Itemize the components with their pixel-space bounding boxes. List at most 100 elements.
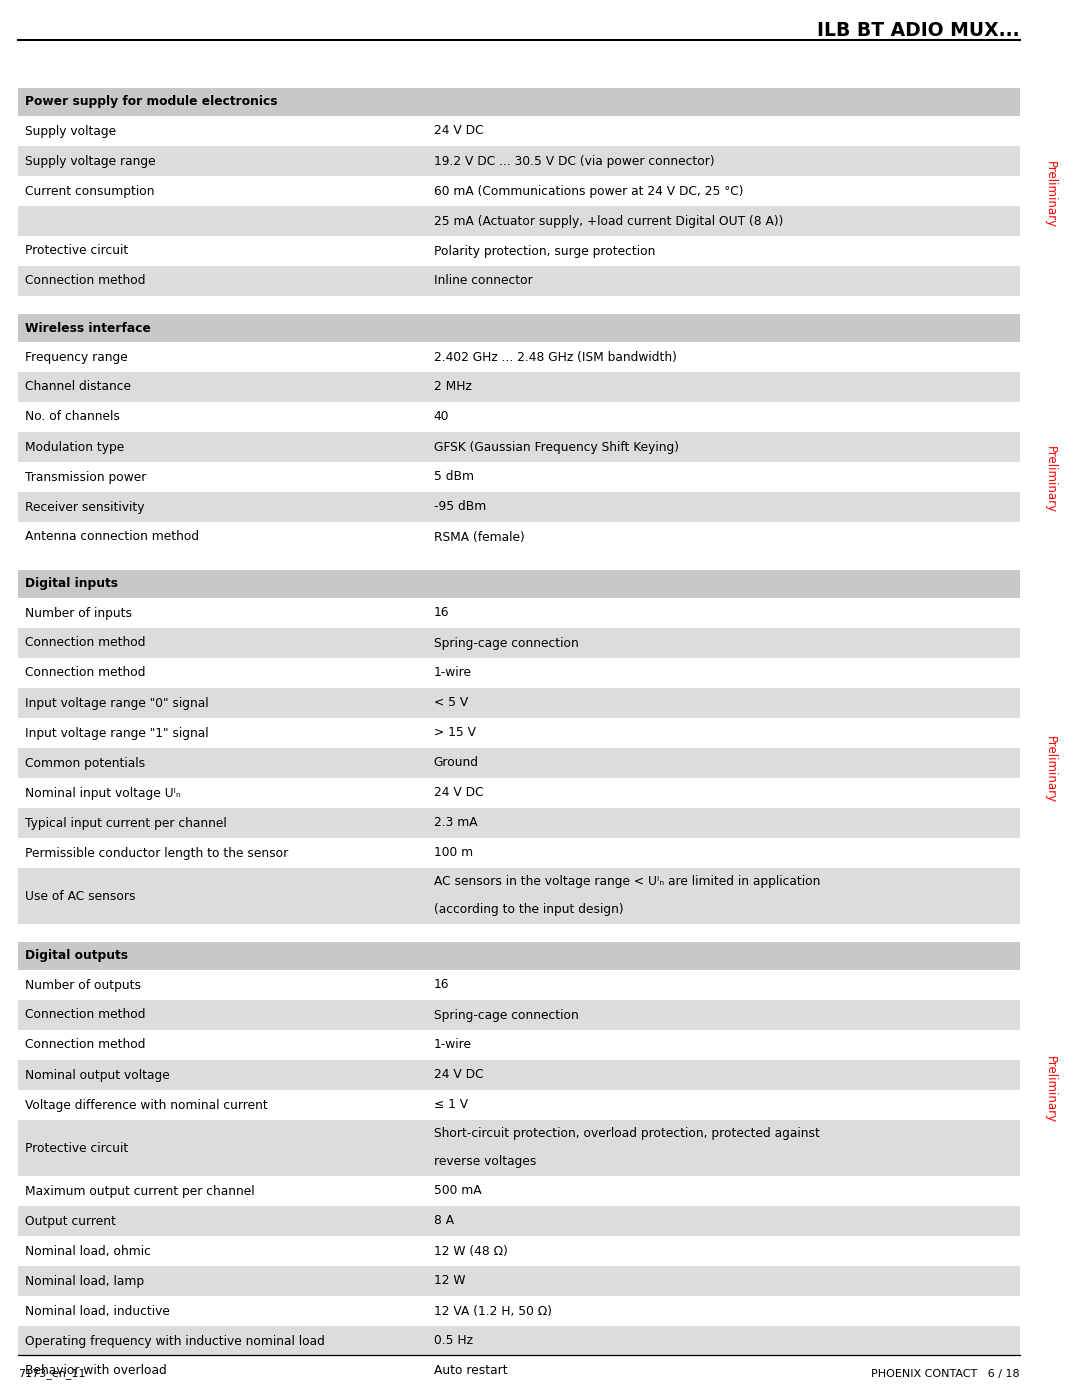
Bar bbox=[18, 1120, 1020, 1176]
Text: AC sensors in the voltage range < Uᴵₙ are limited in application: AC sensors in the voltage range < Uᴵₙ ar… bbox=[433, 875, 821, 889]
Text: 100 m: 100 m bbox=[433, 846, 473, 860]
Bar bbox=[18, 688, 1020, 717]
Bar bbox=[18, 266, 1020, 296]
Text: Short-circuit protection, overload protection, protected against: Short-circuit protection, overload prote… bbox=[433, 1127, 820, 1140]
Text: Supply voltage range: Supply voltage range bbox=[25, 155, 155, 168]
Bar bbox=[18, 748, 1020, 778]
Text: 24 V DC: 24 V DC bbox=[433, 1068, 484, 1082]
Bar bbox=[18, 1030, 1020, 1060]
Text: Behavior with overload: Behavior with overload bbox=[25, 1364, 167, 1378]
Text: Ground: Ground bbox=[433, 756, 479, 770]
Bar bbox=[18, 373, 1020, 402]
Text: Preliminary: Preliminary bbox=[1043, 1057, 1056, 1123]
Bar bbox=[18, 942, 1020, 969]
Text: Typical input current per channel: Typical input current per channel bbox=[25, 817, 227, 830]
Bar bbox=[18, 176, 1020, 206]
Text: Receiver sensitivity: Receiver sensitivity bbox=[25, 500, 144, 514]
Bar bbox=[18, 522, 1020, 553]
Bar bbox=[18, 571, 1020, 598]
Text: Spring-cage connection: Spring-cage connection bbox=[433, 637, 579, 650]
Bar bbox=[18, 1090, 1020, 1120]
Text: Channel distance: Channel distance bbox=[25, 381, 131, 393]
Bar bbox=[18, 1060, 1020, 1090]
Text: 2 MHz: 2 MHz bbox=[433, 381, 472, 393]
Bar bbox=[18, 778, 1020, 807]
Text: Inline connector: Inline connector bbox=[433, 274, 533, 288]
Text: Connection method: Connection method bbox=[25, 1039, 146, 1051]
Text: Nominal input voltage Uᴵₙ: Nominal input voltage Uᴵₙ bbox=[25, 787, 181, 799]
Text: 7173_en_11: 7173_en_11 bbox=[18, 1368, 86, 1379]
Text: Preliminary: Preliminary bbox=[1043, 446, 1056, 514]
Text: Preliminary: Preliminary bbox=[1043, 162, 1056, 229]
Text: Number of inputs: Number of inputs bbox=[25, 607, 132, 619]
Text: Protective circuit: Protective circuit bbox=[25, 1141, 128, 1155]
Bar bbox=[18, 314, 1020, 342]
Bar bbox=[18, 598, 1020, 627]
Text: 8 A: 8 A bbox=[433, 1215, 454, 1227]
Text: 1-wire: 1-wire bbox=[433, 666, 472, 680]
Bar bbox=[18, 1000, 1020, 1030]
Text: Polarity protection, surge protection: Polarity protection, surge protection bbox=[433, 245, 655, 258]
Text: 0.5 Hz: 0.5 Hz bbox=[433, 1335, 473, 1348]
Bar bbox=[18, 658, 1020, 688]
Bar bbox=[18, 717, 1020, 748]
Text: Number of outputs: Number of outputs bbox=[25, 978, 141, 992]
Bar bbox=[18, 89, 1020, 116]
Text: Nominal output voltage: Nominal output voltage bbox=[25, 1068, 170, 1082]
Text: Auto restart: Auto restart bbox=[433, 1364, 507, 1378]
Bar bbox=[18, 627, 1020, 658]
Text: Input voltage range "1" signal: Input voltage range "1" signal bbox=[25, 727, 209, 740]
Text: GFSK (Gaussian Frequency Shift Keying): GFSK (Gaussian Frequency Shift Keying) bbox=[433, 440, 678, 453]
Text: Frequency range: Frequency range bbox=[25, 350, 127, 363]
Text: Nominal load, lamp: Nominal load, lamp bbox=[25, 1274, 144, 1288]
Bar bbox=[18, 402, 1020, 432]
Text: PHOENIX CONTACT   6 / 18: PHOENIX CONTACT 6 / 18 bbox=[871, 1368, 1020, 1379]
Text: 24 V DC: 24 V DC bbox=[433, 787, 484, 799]
Text: RSMA (female): RSMA (female) bbox=[433, 530, 524, 543]
Text: 12 VA (1.2 H, 50 Ω): 12 VA (1.2 H, 50 Ω) bbox=[433, 1305, 552, 1317]
Text: Transmission power: Transmission power bbox=[25, 471, 147, 483]
Text: ≤ 1 V: ≤ 1 V bbox=[433, 1098, 468, 1112]
Text: Connection method: Connection method bbox=[25, 1008, 146, 1022]
Text: 16: 16 bbox=[433, 607, 449, 619]
Text: Wireless interface: Wireless interface bbox=[25, 321, 151, 335]
Bar bbox=[18, 838, 1020, 868]
Text: Digital outputs: Digital outputs bbox=[25, 950, 128, 963]
Text: Use of AC sensors: Use of AC sensors bbox=[25, 889, 136, 903]
Bar bbox=[18, 116, 1020, 145]
Text: (according to the input design): (according to the input design) bbox=[433, 903, 624, 917]
Text: Antenna connection method: Antenna connection method bbox=[25, 530, 199, 543]
Text: 24 V DC: 24 V DC bbox=[433, 125, 484, 137]
Bar bbox=[18, 145, 1020, 176]
Bar bbox=[18, 1325, 1020, 1356]
Text: Protective circuit: Protective circuit bbox=[25, 245, 128, 258]
Text: Power supply for module electronics: Power supply for module electronics bbox=[25, 96, 277, 108]
Text: Preliminary: Preliminary bbox=[1043, 737, 1056, 803]
Text: Connection method: Connection method bbox=[25, 637, 146, 650]
Text: Voltage difference with nominal current: Voltage difference with nominal current bbox=[25, 1098, 268, 1112]
Bar bbox=[18, 969, 1020, 1000]
Text: Input voltage range "0" signal: Input voltage range "0" signal bbox=[25, 697, 209, 709]
Text: 12 W (48 Ω): 12 W (48 Ω) bbox=[433, 1245, 507, 1258]
Text: 2.3 mA: 2.3 mA bbox=[433, 817, 477, 830]
Bar bbox=[18, 463, 1020, 492]
Text: 1-wire: 1-wire bbox=[433, 1039, 472, 1051]
Text: Nominal load, inductive: Nominal load, inductive bbox=[25, 1305, 170, 1317]
Text: 19.2 V DC ... 30.5 V DC (via power connector): 19.2 V DC ... 30.5 V DC (via power conne… bbox=[433, 155, 715, 168]
Text: 500 mA: 500 mA bbox=[433, 1184, 482, 1198]
Bar bbox=[18, 868, 1020, 924]
Bar bbox=[18, 342, 1020, 373]
Text: > 15 V: > 15 V bbox=[433, 727, 476, 740]
Text: Output current: Output current bbox=[25, 1215, 116, 1227]
Text: Supply voltage: Supply voltage bbox=[25, 125, 117, 137]
Text: 5 dBm: 5 dBm bbox=[433, 471, 474, 483]
Text: Permissible conductor length to the sensor: Permissible conductor length to the sens… bbox=[25, 846, 288, 860]
Text: Maximum output current per channel: Maximum output current per channel bbox=[25, 1184, 255, 1198]
Text: Spring-cage connection: Spring-cage connection bbox=[433, 1008, 579, 1022]
Bar bbox=[18, 1356, 1020, 1385]
Text: 25 mA (Actuator supply, +load current Digital OUT (8 A)): 25 mA (Actuator supply, +load current Di… bbox=[433, 215, 783, 227]
Text: ILB BT ADIO MUX...: ILB BT ADIO MUX... bbox=[817, 21, 1020, 40]
Bar bbox=[18, 432, 1020, 463]
Bar bbox=[18, 492, 1020, 522]
Text: No. of channels: No. of channels bbox=[25, 410, 120, 424]
